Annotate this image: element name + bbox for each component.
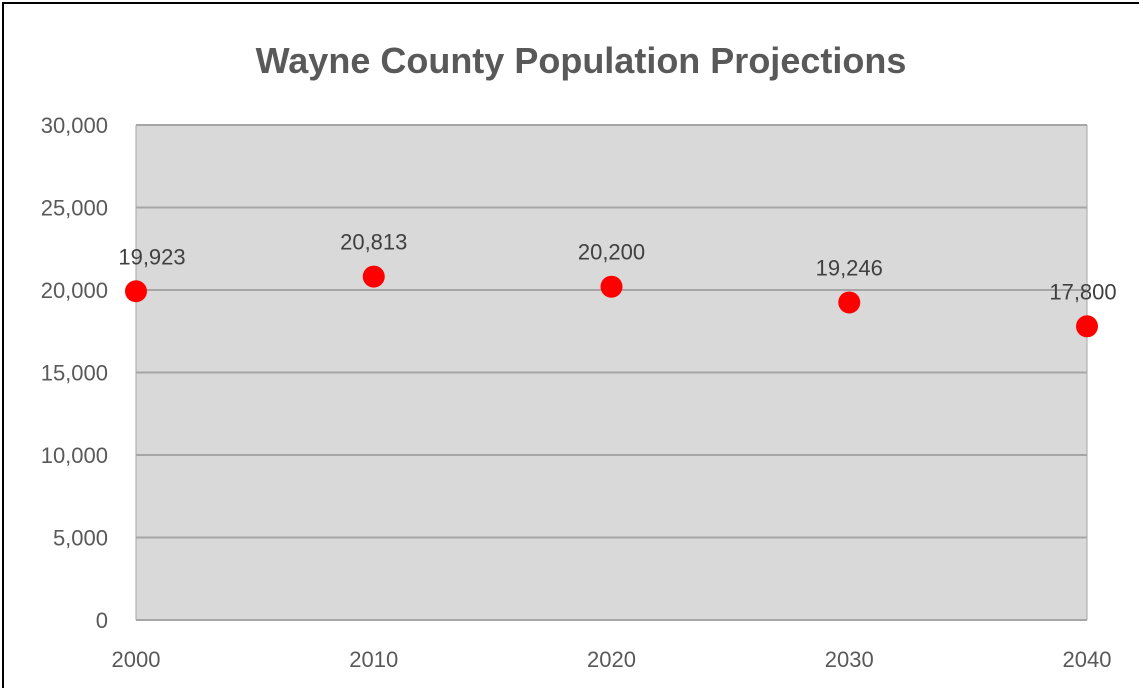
data-points bbox=[125, 265, 1098, 338]
x-tick-label: 2040 bbox=[1063, 647, 1112, 672]
x-tick-label: 2000 bbox=[112, 647, 161, 672]
y-tick-label: 15,000 bbox=[41, 361, 108, 386]
x-tick-label: 2030 bbox=[825, 647, 874, 672]
data-label: 17,800 bbox=[1049, 279, 1116, 304]
y-tick-label: 10,000 bbox=[41, 443, 108, 468]
data-point bbox=[838, 291, 861, 314]
data-label: 20,813 bbox=[340, 230, 407, 255]
x-tick-label: 2010 bbox=[349, 647, 398, 672]
data-label: 20,200 bbox=[578, 240, 645, 265]
y-tick-label: 5,000 bbox=[53, 526, 108, 551]
y-axis: 0 5,000 10,000 15,000 20,000 25,000 30,000 bbox=[41, 113, 108, 633]
x-tick-label: 2020 bbox=[587, 647, 636, 672]
x-axis: 2000 2010 2020 2030 2040 bbox=[112, 647, 1112, 672]
data-labels: 19,923 20,813 20,200 19,246 17,800 bbox=[118, 230, 1116, 305]
y-tick-label: 0 bbox=[96, 608, 108, 633]
data-label: 19,246 bbox=[816, 255, 883, 280]
y-tick-label: 30,000 bbox=[41, 113, 108, 138]
chart-title: Wayne County Population Projections bbox=[256, 40, 907, 81]
data-point bbox=[1076, 315, 1098, 338]
y-tick-label: 25,000 bbox=[41, 196, 108, 221]
data-point bbox=[600, 275, 623, 298]
y-tick-label: 20,000 bbox=[41, 278, 108, 303]
data-point bbox=[362, 265, 385, 288]
data-label: 19,923 bbox=[118, 244, 185, 269]
data-point bbox=[125, 280, 147, 303]
